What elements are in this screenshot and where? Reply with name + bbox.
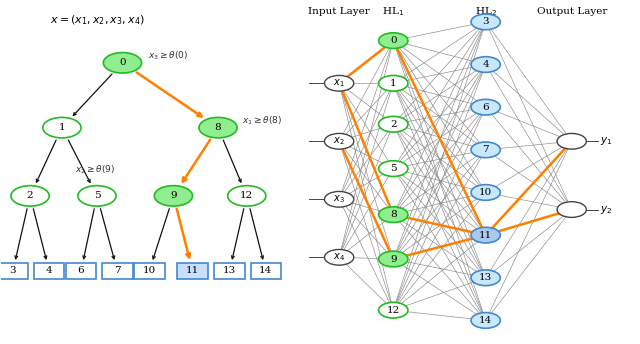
Text: HL$_2$: HL$_2$ — [475, 5, 497, 18]
Circle shape — [379, 161, 408, 176]
Circle shape — [471, 185, 500, 200]
Text: $x_1$: $x_1$ — [333, 77, 345, 89]
Text: 13: 13 — [223, 267, 236, 276]
Circle shape — [471, 14, 500, 30]
Text: 5: 5 — [390, 164, 397, 173]
Text: 2: 2 — [390, 120, 397, 129]
Circle shape — [379, 302, 408, 318]
Text: 4: 4 — [483, 60, 489, 69]
Text: $x_2 \geq \theta(9)$: $x_2 \geq \theta(9)$ — [75, 164, 115, 176]
Text: $x_2$: $x_2$ — [333, 136, 345, 147]
FancyBboxPatch shape — [250, 263, 281, 279]
Text: 11: 11 — [186, 267, 199, 276]
FancyBboxPatch shape — [134, 263, 164, 279]
FancyBboxPatch shape — [214, 263, 245, 279]
Circle shape — [199, 117, 237, 138]
Circle shape — [471, 142, 500, 158]
Circle shape — [471, 99, 500, 115]
Text: 8: 8 — [390, 210, 397, 219]
Circle shape — [379, 116, 408, 132]
Text: 2: 2 — [27, 191, 33, 201]
Circle shape — [471, 57, 500, 72]
Text: $y_2$: $y_2$ — [600, 204, 612, 216]
Circle shape — [324, 75, 354, 91]
FancyBboxPatch shape — [0, 263, 28, 279]
Text: 13: 13 — [479, 273, 492, 282]
Text: 9: 9 — [170, 191, 177, 201]
Text: 11: 11 — [479, 230, 492, 240]
Text: 8: 8 — [215, 123, 221, 132]
FancyBboxPatch shape — [66, 263, 97, 279]
Text: 9: 9 — [390, 255, 397, 264]
Circle shape — [228, 186, 266, 206]
Text: $x_3 \geq \theta(0)$: $x_3 \geq \theta(0)$ — [148, 50, 188, 62]
Text: 1: 1 — [390, 79, 397, 88]
Text: 0: 0 — [390, 36, 397, 45]
Text: 14: 14 — [479, 316, 492, 325]
Text: $x_1 \geq \theta(8)$: $x_1 \geq \theta(8)$ — [243, 115, 283, 127]
Circle shape — [154, 186, 193, 206]
Circle shape — [379, 33, 408, 49]
Text: $y_1$: $y_1$ — [600, 135, 612, 147]
Text: Input Layer: Input Layer — [308, 7, 370, 16]
Circle shape — [471, 270, 500, 286]
Circle shape — [324, 249, 354, 265]
Text: 6: 6 — [483, 103, 489, 112]
FancyBboxPatch shape — [34, 263, 65, 279]
Text: 1: 1 — [59, 123, 65, 132]
Text: 10: 10 — [143, 267, 156, 276]
Circle shape — [324, 133, 354, 149]
Text: 6: 6 — [77, 267, 84, 276]
Circle shape — [324, 192, 354, 207]
Text: HL$_1$: HL$_1$ — [382, 5, 404, 18]
Text: $x_3$: $x_3$ — [333, 193, 345, 205]
FancyBboxPatch shape — [102, 263, 132, 279]
Circle shape — [43, 117, 81, 138]
Text: 14: 14 — [259, 267, 273, 276]
Text: 12: 12 — [387, 306, 400, 315]
Text: 7: 7 — [483, 145, 489, 154]
Circle shape — [379, 251, 408, 267]
Text: 7: 7 — [114, 267, 121, 276]
Text: $x = (x_1, x_2, x_3, x_4)$: $x = (x_1, x_2, x_3, x_4)$ — [49, 13, 145, 27]
Circle shape — [557, 133, 586, 149]
Text: 3: 3 — [483, 17, 489, 26]
Circle shape — [557, 202, 586, 217]
Circle shape — [379, 207, 408, 223]
Text: 4: 4 — [46, 267, 52, 276]
Text: $x_4$: $x_4$ — [333, 251, 345, 263]
Circle shape — [11, 186, 49, 206]
Circle shape — [379, 75, 408, 91]
Text: 5: 5 — [93, 191, 100, 201]
Circle shape — [78, 186, 116, 206]
Circle shape — [471, 313, 500, 328]
Text: 12: 12 — [240, 191, 253, 201]
Text: 10: 10 — [479, 188, 492, 197]
Text: 0: 0 — [119, 58, 126, 67]
Text: Output Layer: Output Layer — [536, 7, 607, 16]
Circle shape — [471, 227, 500, 243]
FancyBboxPatch shape — [177, 263, 208, 279]
Circle shape — [103, 53, 141, 73]
Text: 3: 3 — [10, 267, 16, 276]
